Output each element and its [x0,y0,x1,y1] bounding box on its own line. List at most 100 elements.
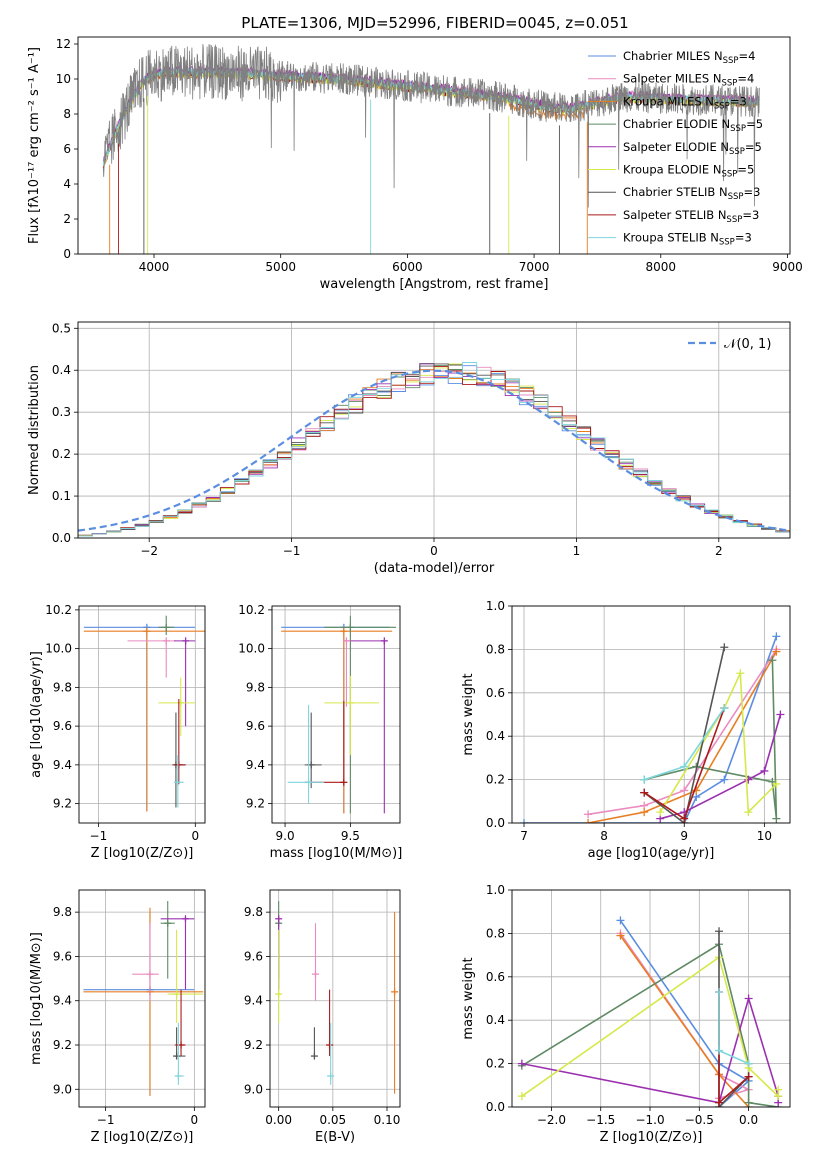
y-tick-label: 9.4 [246,758,265,772]
error-bar-point [160,915,195,990]
y-tick-label: 12 [56,37,71,51]
x-tick-label: 8000 [646,260,677,274]
series-line [643,647,726,823]
y-axis-label: mass [log10(M/M⊙)] [29,932,44,1065]
y-tick-label: 0.4 [486,1013,505,1027]
plot-area [78,362,790,537]
series-marker [720,775,729,784]
x-tick-label: −1 [97,1113,115,1127]
figure-title: PLATE=1306, MJD=52996, FIBERID=0045, z=0… [241,14,628,32]
series-line [659,714,782,820]
x-tick-label: 7 [520,829,528,843]
mass-vs-ebv-panel: 0.00 0.05 0.10 9.0 9.2 9.4 9.6 9.8 E(B-V) [244,889,401,1145]
legend-entry-label: Chabrier STELIB NSSP=3 [623,185,760,202]
y-tick-label: 2 [63,212,71,226]
y-tick-label: 9.4 [53,758,72,772]
series-line [587,651,778,823]
x-tick-label: −1 [283,544,301,558]
x-tick-label: 4000 [139,260,170,274]
error-bar-point [324,675,380,756]
mass-weight-series [656,710,785,823]
mass-weight-vs-age-panel: 7 8 9 10 0.0 0.2 0.4 0.6 0.8 1.0 age [log10(age/yr… [461,599,791,861]
series-marker [744,1098,753,1107]
mass-weight-vs-metallicity-panel: −2.0 −1.5 −1.0 −0.5 0.0 0.0 0.2 0.4 0.6 0.8 1.0 Z [… [461,883,791,1145]
error-bar-point [327,1022,335,1085]
series-marker [640,808,649,817]
y-tick-label: 10.0 [238,642,265,656]
axes-frame [511,889,791,1108]
axes-frame [78,889,206,1108]
plot-area [520,632,785,823]
mass-weight-series [640,703,729,784]
y-tick-label: 9.6 [246,719,265,733]
x-tick-label: −1.0 [635,1113,664,1127]
error-bar-point [326,989,334,1057]
series-marker [656,808,665,817]
error-bar-point [324,615,397,814]
y-tick-label: 0.6 [486,970,505,984]
y-tick-label: 0.4 [52,363,71,377]
mass-weight-series [715,987,753,1068]
legend-entry-label: Chabrier MILES NSSP=4 [623,49,755,66]
axes-frame [78,605,206,824]
y-tick-label: 9.6 [53,719,72,733]
residual-histogram-line [78,365,790,537]
error-bar-point [174,1022,184,1085]
y-tick-label: 9.6 [53,949,72,963]
residuals-histogram-panel: −2 −1 0 1 2 0.0 0.1 0.2 0.3 0.4 0.5 (data-model)/er… [27,321,791,576]
x-tick-label: 9.5 [341,829,360,843]
x-tick-label: 0.0 [739,1113,758,1127]
x-tick-label: 0 [430,544,438,558]
series-marker [744,1059,753,1068]
y-axis-label: Flux [fλ10⁻¹⁷ erg cm⁻² s⁻¹ A⁻¹] [27,47,42,244]
error-bar-point [275,929,283,1023]
y-axis-label: mass weight [461,957,476,1039]
plot-area [102,44,760,254]
y-tick-label: 0.0 [486,816,505,830]
x-axis-label: Z [log10(Z/Z⊙)] [600,1130,703,1145]
x-tick-label: 6000 [392,260,423,274]
mass-vs-metallicity-panel: −1 0 9.0 9.2 9.4 9.6 9.8 Z [log10(Z/Z⊙)] mass [l… [29,889,206,1145]
x-tick-label: 5000 [265,260,296,274]
error-bar-point [127,637,176,678]
x-tick-label: 0.10 [374,1113,401,1127]
y-tick-label: 9.2 [53,797,72,811]
axes-frame [511,605,791,824]
error-bar-point [173,755,184,808]
y-tick-label: 0.2 [486,773,505,787]
y-tick-label: 9.6 [244,949,263,963]
series-marker [715,987,724,996]
y-tick-label: 0 [63,247,71,261]
series-marker [715,927,724,936]
x-tick-label: 9 [680,829,688,843]
error-bar-point [391,912,399,1094]
y-tick-label: 1.0 [486,883,505,897]
error-bar-point [173,1027,186,1060]
axes-frame [271,605,401,824]
series-marker [768,656,777,665]
series-marker [772,814,781,823]
x-tick-label: 9.0 [276,829,295,843]
y-tick-label: 6 [63,142,71,156]
y-tick-label: 9.4 [244,994,263,1008]
y-tick-label: 4 [63,177,71,191]
axes-frame [269,889,401,1108]
x-tick-label: −2.0 [537,1113,566,1127]
y-tick-label: 0.2 [486,1057,505,1071]
series-marker [517,1059,526,1068]
series-marker [616,931,625,940]
error-bar-point [304,712,322,789]
plot-area [275,901,399,1094]
y-tick-label: 0.0 [52,531,71,545]
error-bar-point [160,901,175,979]
error-bar-point [343,637,388,814]
x-axis-label: wavelength [Angstrom, rest frame] [320,277,549,292]
legend-entry-label: 𝒩(0, 1) [724,337,771,352]
residual-histogram-line [78,362,790,537]
x-tick-label: 0.00 [265,1113,292,1127]
x-tick-label: −2 [140,544,158,558]
series-marker [772,647,781,656]
series-marker [715,1046,724,1055]
x-axis-label: mass [log10(M/M⊙)] [270,846,403,861]
y-tick-label: 0.0 [486,1100,505,1114]
